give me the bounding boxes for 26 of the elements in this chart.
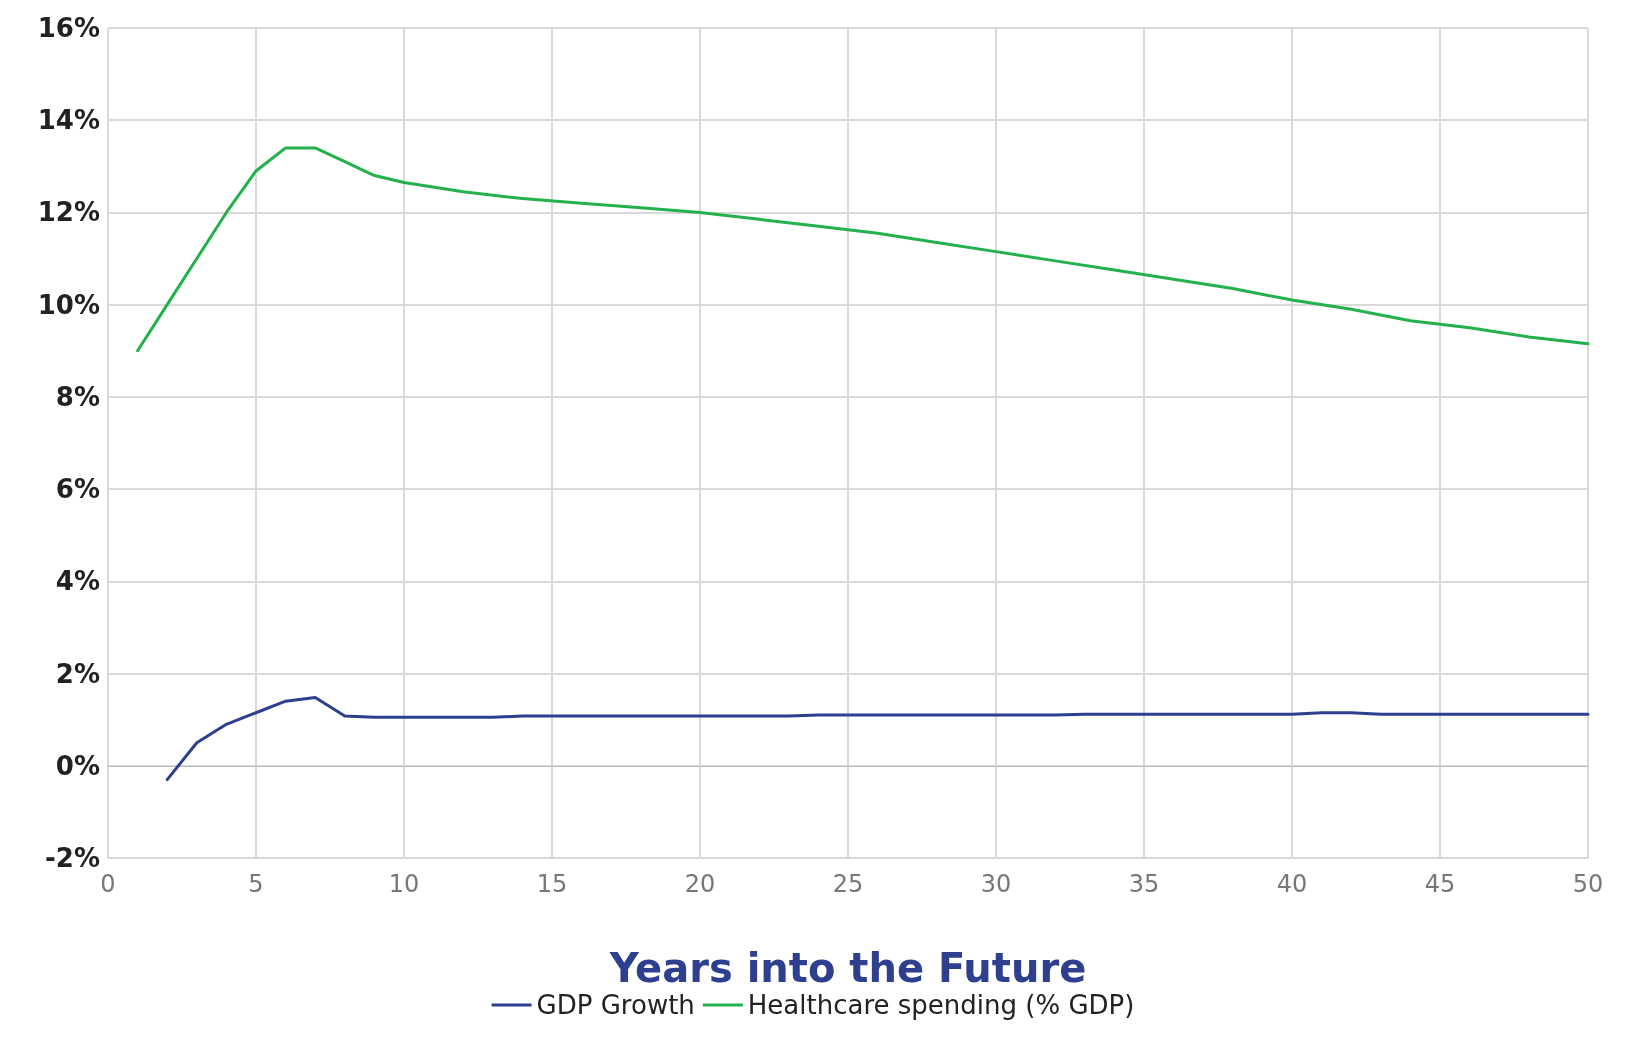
x-tick-label: 30 bbox=[980, 870, 1012, 898]
line-series bbox=[165, 696, 1590, 782]
x-tick-label: 15 bbox=[536, 870, 568, 898]
y-tick-label: 16% bbox=[37, 13, 100, 43]
x-tick-label: 20 bbox=[684, 870, 716, 898]
x-tick-label: 0 bbox=[100, 870, 116, 898]
legend-label: Healthcare spending (% GDP) bbox=[747, 990, 1135, 1020]
x-tick-label: 45 bbox=[1424, 870, 1456, 898]
y-tick-label: 6% bbox=[55, 474, 100, 505]
y-tick-label: 8% bbox=[55, 381, 100, 412]
x-tick-label: 5 bbox=[248, 870, 264, 898]
y-tick-label: -2% bbox=[45, 843, 100, 873]
y-tick-label: 0% bbox=[55, 750, 100, 781]
x-tick-label: 50 bbox=[1572, 870, 1604, 898]
x-tick-label: 40 bbox=[1276, 870, 1308, 898]
y-tick-label: 2% bbox=[55, 658, 100, 689]
y-tick-label: 10% bbox=[37, 289, 100, 320]
y-tick-label: 12% bbox=[37, 197, 100, 228]
x-tick-label: 35 bbox=[1128, 870, 1160, 898]
x-axis-title: Years into the Future bbox=[608, 945, 1087, 991]
x-tick-label: 25 bbox=[832, 870, 864, 898]
legend-label: GDP Growth bbox=[536, 990, 695, 1020]
y-tick-label: 14% bbox=[37, 105, 100, 136]
x-tick-label: 10 bbox=[388, 870, 420, 898]
line-series bbox=[136, 146, 1590, 353]
y-tick-label: 4% bbox=[55, 566, 100, 597]
